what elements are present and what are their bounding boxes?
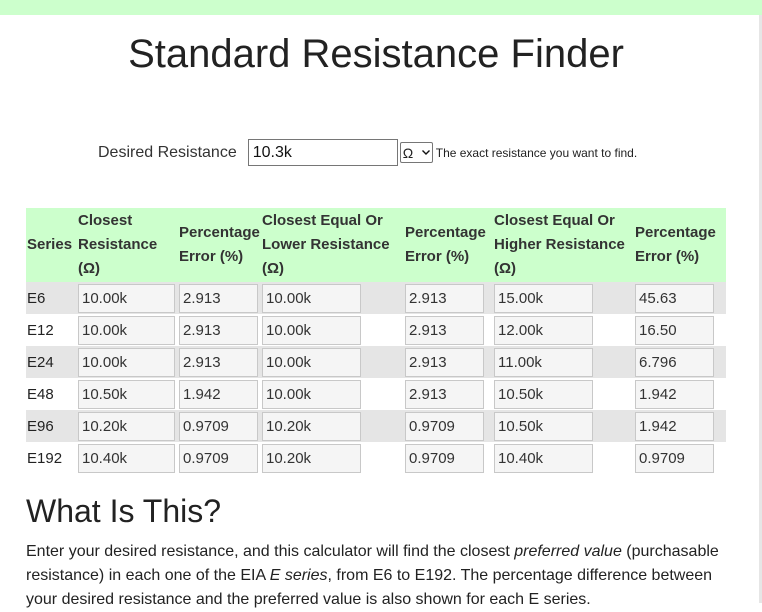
- header-higher-error: Percentage Error (%): [634, 208, 726, 282]
- about-emphasis-preferred-value: preferred value: [514, 543, 622, 560]
- lower-error-field[interactable]: 2.913: [405, 283, 484, 313]
- header-closest-error: Percentage Error (%): [178, 208, 261, 282]
- about-text-2: (purchasable resistance) in each one of …: [26, 543, 719, 584]
- table-row: E6 10.00k 2.913 10.00k 2.913 15.00k 45.6…: [26, 282, 726, 314]
- table-header-row: Series Closest Resistance (Ω) Percentage…: [26, 208, 726, 282]
- closest-error-field[interactable]: 2.913: [179, 315, 258, 345]
- lower-error-field[interactable]: 2.913: [405, 379, 484, 409]
- closest-error-field[interactable]: 2.913: [179, 283, 258, 313]
- desired-resistance-input[interactable]: [247, 139, 398, 166]
- results-table: Series Closest Resistance (Ω) Percentage…: [26, 208, 726, 474]
- higher-error-field[interactable]: 16.50: [635, 315, 714, 345]
- closest-value-field[interactable]: 10.00k: [78, 315, 175, 345]
- about-emphasis-e-series: E series: [269, 567, 328, 584]
- unit-select-value: Ω: [402, 144, 414, 161]
- higher-value-field[interactable]: 15.00k: [494, 283, 593, 313]
- closest-error-field[interactable]: 0.9709: [179, 411, 258, 441]
- higher-value-field[interactable]: 10.50k: [494, 379, 593, 409]
- higher-error-field[interactable]: 0.9709: [635, 443, 714, 473]
- header-series: Series: [26, 208, 77, 282]
- scrollbar-track[interactable]: [759, 15, 762, 603]
- closest-error-field[interactable]: 1.942: [179, 379, 258, 409]
- about-text-1: Enter your desired resistance, and this …: [26, 543, 515, 560]
- desired-resistance-row: Desired Resistance Ω The exact resistanc…: [98, 137, 637, 168]
- closest-value-field[interactable]: 10.20k: [78, 411, 175, 441]
- desired-resistance-label: Desired Resistance: [98, 143, 237, 161]
- unit-select[interactable]: Ω: [399, 142, 433, 163]
- lower-value-field[interactable]: 10.00k: [262, 315, 361, 345]
- higher-error-field[interactable]: 6.796: [635, 347, 714, 377]
- higher-value-field[interactable]: 10.40k: [494, 443, 593, 473]
- closest-value-field[interactable]: 10.00k: [78, 347, 175, 377]
- series-name: E96: [27, 417, 54, 435]
- closest-value-field[interactable]: 10.00k: [78, 283, 175, 313]
- lower-error-field[interactable]: 0.9709: [405, 411, 484, 441]
- lower-value-field[interactable]: 10.20k: [262, 443, 361, 473]
- page-title: Standard Resistance Finder: [128, 32, 624, 76]
- series-name: E6: [27, 289, 46, 307]
- about-heading: What Is This?: [26, 493, 222, 529]
- header-lower-error: Percentage Error (%): [404, 208, 493, 282]
- lower-error-field[interactable]: 2.913: [405, 315, 484, 345]
- chevron-down-icon: [421, 150, 430, 155]
- closest-error-field[interactable]: 2.913: [179, 347, 258, 377]
- header-higher: Closest Equal Or Higher Resistance (Ω): [493, 208, 634, 282]
- table-row: E12 10.00k 2.913 10.00k 2.913 12.00k 16.…: [26, 314, 726, 346]
- series-name: E48: [27, 385, 54, 403]
- higher-error-field[interactable]: 1.942: [635, 379, 714, 409]
- series-name: E192: [27, 449, 63, 467]
- higher-error-field[interactable]: 45.63: [635, 283, 714, 313]
- header-closest: Closest Resistance (Ω): [77, 208, 178, 282]
- table-row: E48 10.50k 1.942 10.00k 2.913 10.50k 1.9…: [26, 378, 726, 410]
- closest-value-field[interactable]: 10.40k: [78, 443, 175, 473]
- higher-value-field[interactable]: 11.00k: [494, 347, 593, 377]
- series-name: E24: [27, 353, 54, 371]
- lower-error-field[interactable]: 0.9709: [405, 443, 484, 473]
- series-name: E12: [27, 321, 54, 339]
- higher-value-field[interactable]: 10.50k: [494, 411, 593, 441]
- header-lower: Closest Equal Or Lower Resistance (Ω): [261, 208, 404, 282]
- table-row: E192 10.40k 0.9709 10.20k 0.9709 10.40k …: [26, 442, 726, 474]
- closest-error-field[interactable]: 0.9709: [179, 443, 258, 473]
- higher-value-field[interactable]: 12.00k: [494, 315, 593, 345]
- lower-value-field[interactable]: 10.00k: [262, 283, 361, 313]
- about-paragraph: Enter your desired resistance, and this …: [26, 540, 726, 612]
- desired-resistance-hint: The exact resistance you want to find.: [435, 145, 638, 160]
- lower-value-field[interactable]: 10.00k: [262, 379, 361, 409]
- higher-error-field[interactable]: 1.942: [635, 411, 714, 441]
- table-row: E96 10.20k 0.9709 10.20k 0.9709 10.50k 1…: [26, 410, 726, 442]
- table-row: E24 10.00k 2.913 10.00k 2.913 11.00k 6.7…: [26, 346, 726, 378]
- lower-error-field[interactable]: 2.913: [405, 347, 484, 377]
- closest-value-field[interactable]: 10.50k: [78, 379, 175, 409]
- top-accent-bar: [0, 0, 762, 15]
- lower-value-field[interactable]: 10.00k: [262, 347, 361, 377]
- lower-value-field[interactable]: 10.20k: [262, 411, 361, 441]
